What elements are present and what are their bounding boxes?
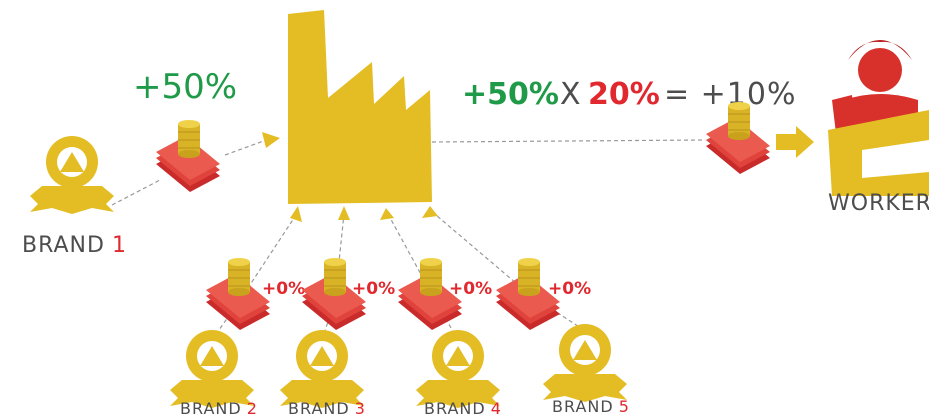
brand-label: BRAND 2 [180,399,257,418]
brand-label: BRAND 1 [22,233,126,258]
brand-logo [280,330,364,408]
brand-logo [30,136,114,214]
diagram: BRAND 1 +50% +50%X20%= +10% WORKER +0% B… [0,0,929,419]
brand-gain: +0% [449,279,492,299]
brand-gain: +0% [548,279,591,299]
brand: +0% BRAND 5 [496,258,629,416]
brand-gain: +0% [262,279,305,299]
brand-gain: +0% [352,279,395,299]
brand-logo [543,324,627,402]
brand-gain: +50% [133,67,237,107]
brand-label: BRAND 5 [552,397,629,416]
brand-label: BRAND 3 [288,399,365,418]
money-stack [706,102,770,174]
brand-label: BRAND 4 [424,399,501,418]
worker-label: WORKER [828,191,929,216]
brand-logo [416,330,500,408]
factory [288,10,432,204]
brand-logo [170,330,254,408]
money-stack [156,120,220,192]
worker-icon [828,40,929,196]
brand: +0% BRAND 4 [398,258,501,418]
